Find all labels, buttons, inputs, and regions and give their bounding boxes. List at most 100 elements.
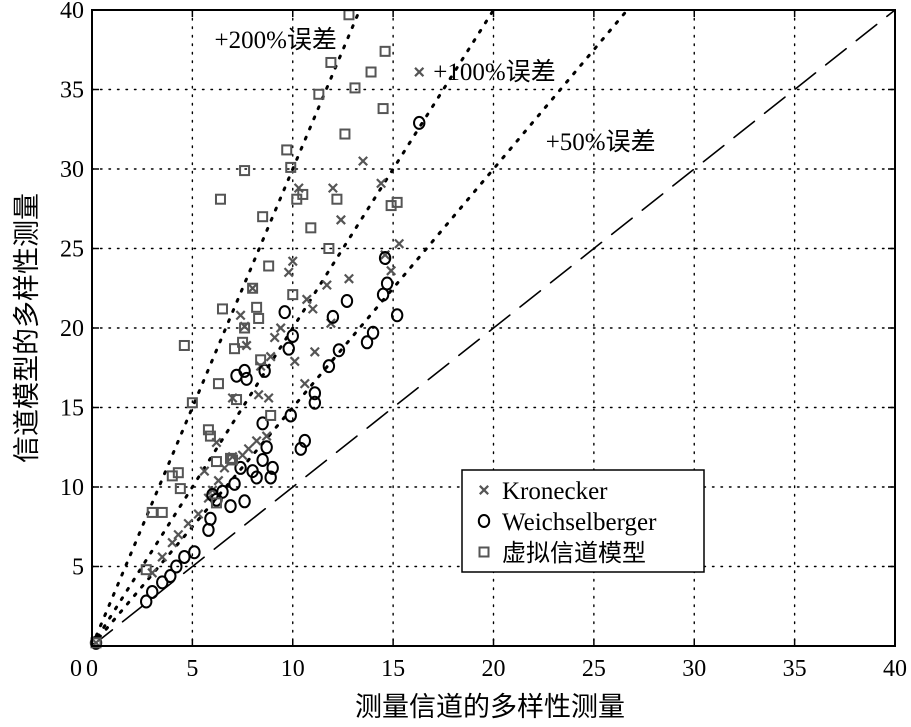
weichselberger-point xyxy=(340,293,354,308)
kronecker-point xyxy=(275,323,286,333)
virtual-channel-point xyxy=(297,188,309,200)
virtual-channel-point xyxy=(216,303,228,315)
virtual-channel-point xyxy=(239,165,251,177)
legend: Kronecker Weichselberger 虚拟信道模型 xyxy=(461,469,705,573)
virtual-channel-point xyxy=(339,128,351,140)
weichselberger-point xyxy=(380,276,394,291)
weichselberger-point xyxy=(322,359,336,374)
virtual-channel-point xyxy=(156,506,168,518)
weichselberger-point xyxy=(156,575,169,590)
x-tick-label: 10 xyxy=(281,656,305,682)
kronecker-point xyxy=(243,443,254,454)
virtual-channel-point xyxy=(377,103,389,115)
weichselberger-point xyxy=(224,499,237,514)
reference-line xyxy=(90,8,362,648)
legend-label: Weichselberger xyxy=(502,509,657,536)
kronecker-point xyxy=(321,280,332,291)
reference-line-label: +200%误差 xyxy=(214,26,336,54)
virtual-channel-point xyxy=(323,243,335,254)
virtual-channel-point xyxy=(379,45,391,57)
kronecker-point xyxy=(309,346,320,357)
virtual-channel-point xyxy=(212,378,224,390)
virtual-channel-point xyxy=(202,424,214,436)
kronecker-point xyxy=(251,435,262,446)
weichselberger-point xyxy=(250,470,263,485)
kronecker-point xyxy=(394,238,405,249)
kronecker-point xyxy=(167,537,178,548)
virtual-channel-point xyxy=(391,196,403,208)
kronecker-point xyxy=(287,256,298,267)
kronecker-point xyxy=(253,389,264,400)
virtual-channel-point xyxy=(178,339,190,351)
weichselberger-point xyxy=(140,594,153,609)
weichselberger-point xyxy=(164,569,177,584)
virtual-channel-point xyxy=(385,200,397,212)
virtual-channel-point xyxy=(237,336,249,348)
weichselberger-point xyxy=(390,308,404,323)
kronecker-point xyxy=(289,356,300,367)
kronecker-point xyxy=(183,518,194,529)
weichselberger-point xyxy=(360,335,374,350)
kronecker-point xyxy=(386,265,397,276)
legend-box xyxy=(461,469,705,573)
virtual-channel-point xyxy=(325,56,337,68)
virtual-channel-point xyxy=(253,312,265,324)
weichselberger-point xyxy=(278,305,291,320)
weichselberger-point xyxy=(332,343,346,358)
virtual-channel-point xyxy=(263,260,275,272)
x-tick-label: 30 xyxy=(682,656,706,682)
reference-line xyxy=(90,8,629,648)
kronecker-point xyxy=(301,294,312,305)
weichselberger-point xyxy=(188,545,201,560)
y-tick-label: 25 xyxy=(60,237,84,263)
virtual-channel-point xyxy=(140,564,152,576)
weichselberger-point xyxy=(308,395,322,410)
weichselberger-point xyxy=(230,368,243,383)
virtual-channel-point xyxy=(210,456,222,468)
kronecker-point xyxy=(193,509,204,520)
kronecker-point xyxy=(376,178,387,189)
kronecker-point xyxy=(265,351,276,362)
kronecker-point xyxy=(247,283,258,294)
legend-marker-weichselberger xyxy=(477,514,491,528)
weichselberger-point xyxy=(234,460,247,475)
origin-tick-label: 0 xyxy=(70,656,82,682)
virtual-channel-point xyxy=(239,322,251,334)
x-tick-label: 20 xyxy=(482,656,506,682)
virtual-channel-point xyxy=(204,430,216,442)
reference-line-label: +50%误差 xyxy=(546,128,656,156)
weichselberger-point xyxy=(378,251,392,266)
x-tick-label: 40 xyxy=(883,656,907,682)
virtual-channel-point xyxy=(172,467,184,479)
kronecker-point xyxy=(269,332,280,343)
virtual-channel-point xyxy=(214,193,226,205)
virtual-channel-point xyxy=(257,211,269,223)
kronecker-point xyxy=(343,273,354,284)
kronecker-point xyxy=(327,183,338,194)
reference-line-label: +100%误差 xyxy=(433,58,555,86)
weichselberger-point xyxy=(413,115,426,130)
x-axis-title: 测量信道的多样性测量 xyxy=(355,692,625,723)
virtual-channel-point xyxy=(285,161,297,173)
weichselberger-point xyxy=(228,476,241,491)
weichselberger-point xyxy=(286,328,299,343)
annotations: +50%误差 +100%误差 +200%误差 xyxy=(214,26,655,156)
weichselberger-point xyxy=(204,511,217,526)
kronecker-point xyxy=(147,567,158,578)
data-points xyxy=(89,9,426,650)
y-tick-label: 15 xyxy=(60,396,84,422)
x-tick-label: 25 xyxy=(582,656,606,682)
virtual-channel-point xyxy=(349,82,361,94)
virtual-channel-point xyxy=(281,144,293,156)
kronecker-point xyxy=(261,431,272,442)
legend-label: Kronecker xyxy=(502,478,608,505)
virtual-channel-point xyxy=(251,301,263,313)
kronecker-point xyxy=(335,214,346,225)
weichselberger-point xyxy=(298,433,311,448)
kronecker-point xyxy=(157,551,168,562)
kronecker-point xyxy=(307,303,318,314)
legend-label: 虚拟信道模型 xyxy=(502,539,646,567)
virtual-channel-point xyxy=(305,222,317,234)
kronecker-point xyxy=(414,67,425,77)
